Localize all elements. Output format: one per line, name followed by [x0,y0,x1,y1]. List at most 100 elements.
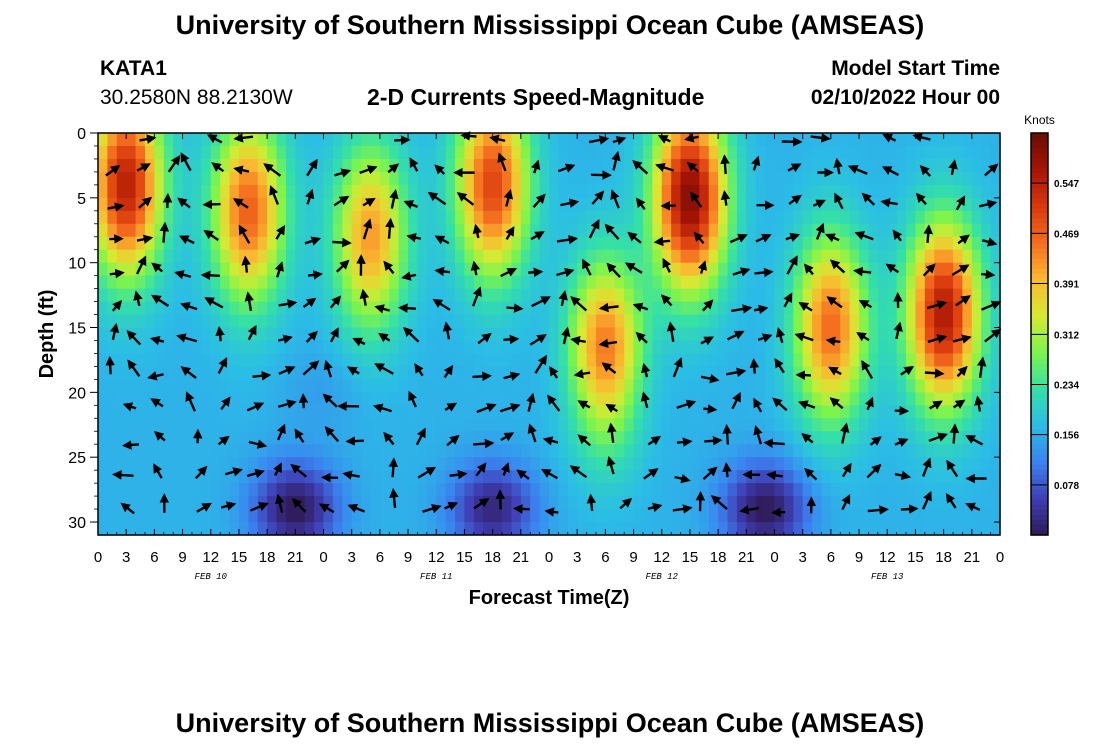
heatmap-cell [624,379,635,393]
heatmap-cell [144,223,155,238]
heatmap-cell [426,197,437,212]
heatmap-cell [718,470,729,484]
heatmap-cell [163,379,174,393]
heatmap-cell [238,392,249,406]
heatmap-cell [934,509,945,523]
heatmap-cell [633,457,644,471]
heatmap-cell [586,509,597,523]
heatmap-cell [953,496,964,510]
heatmap-cell [689,223,700,238]
heatmap-cell [135,444,146,458]
heatmap-cell [671,314,682,329]
heatmap-cell [849,249,860,264]
colorbar-segment [1031,514,1048,521]
heatmap-cell [802,522,813,536]
heatmap-cell [520,353,531,368]
current-arrow [139,134,157,144]
heatmap-cell [323,457,334,471]
heatmap-cell [473,444,484,458]
heatmap-cell [699,210,710,225]
heatmap-cell [107,366,118,380]
heatmap-cell [220,483,231,497]
station-coordinates: 30.2580N 88.2130W [100,86,293,109]
heatmap-cell [351,171,362,186]
heatmap-cell [689,392,700,406]
current-arrow [864,396,874,411]
heatmap-cell [426,522,437,536]
heatmap-cell [868,275,879,290]
heatmap-cell [426,457,437,471]
heatmap-cell [483,366,494,380]
heatmap-cell [652,210,663,225]
current-arrow [306,158,318,177]
heatmap-cell [116,431,127,445]
current-arrow [684,133,699,143]
heatmap-cell [173,405,184,419]
heatmap-cell [502,418,513,432]
heatmap-cell [530,145,541,160]
heatmap-cell [671,145,682,160]
heatmap-cell [934,353,945,368]
current-arrow [127,359,141,378]
current-arrow [372,403,392,413]
heatmap-cell [483,145,494,160]
heatmap-cell [567,366,578,380]
heatmap-cell [840,275,851,290]
heatmap-cell [840,431,851,445]
heatmap-cell [671,275,682,290]
heatmap-cell [361,171,372,186]
heatmap-cell [201,522,212,536]
heatmap-cell [642,171,653,186]
heatmap-cell [398,405,409,419]
heatmap-cell [248,133,259,147]
heatmap-cell [558,210,569,225]
heatmap-cell [746,366,757,380]
heatmap-cell [182,171,193,186]
heatmap-cell [379,249,390,264]
heatmap-cell [624,145,635,160]
heatmap-cell [821,133,832,147]
heatmap-cell [492,275,503,290]
heatmap-cell [727,457,738,471]
heatmap-cell [201,158,212,173]
current-arrow [598,302,619,313]
current-arrow [307,270,323,280]
heatmap-cell [614,249,625,264]
current-arrow [858,299,873,309]
heatmap-cell [436,301,447,316]
heatmap-cell [332,483,343,497]
heatmap-cell [144,470,155,484]
current-arrow [922,263,936,277]
heatmap-cell [558,366,569,380]
heatmap-cell [718,184,729,199]
colorbar-segment [1031,354,1048,360]
heatmap-cell [304,392,315,406]
current-arrow [194,465,208,480]
heatmap-cell [520,431,531,445]
heatmap-cell [586,483,597,497]
heatmap-cell [793,171,804,186]
heatmap-cell [840,145,851,160]
heatmap-cell [924,522,935,536]
heatmap-cell [464,418,475,432]
heatmap-cell [314,133,325,147]
heatmap-cell [135,379,146,393]
heatmap-cell [408,133,419,147]
heatmap-cell [990,314,1001,329]
heatmap-cell [445,522,456,536]
heatmap-cell [455,171,466,186]
heatmap-cell [680,314,691,329]
heatmap-cell [511,210,522,225]
heatmap-cell [220,158,231,173]
heatmap-cell [210,184,221,199]
heatmap-cell [436,210,447,225]
current-arrow [401,271,417,281]
current-arrow [274,261,284,278]
current-arrow [238,224,251,244]
heatmap-cell [483,262,494,277]
heatmap-cell [877,483,888,497]
heatmap-cell [520,509,531,523]
heatmap-cell [191,197,202,212]
heatmap-cell [126,470,137,484]
heatmap-cell [389,223,400,238]
